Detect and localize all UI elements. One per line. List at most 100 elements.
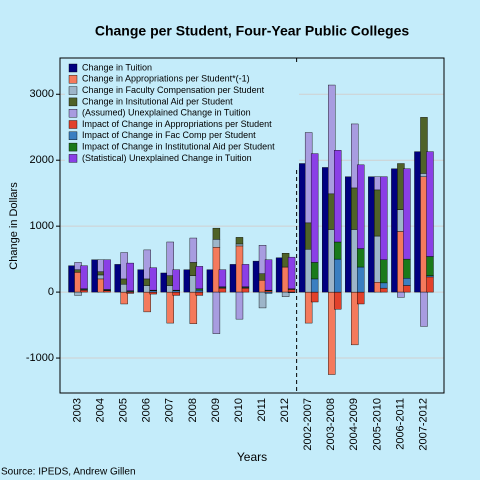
bar-segment bbox=[403, 278, 411, 286]
source-note: Source: IPEDS, Andrew Gillen bbox=[1, 467, 136, 478]
x-tick-label: 2002-2007 bbox=[302, 398, 314, 451]
bar-segment bbox=[380, 287, 388, 293]
x-tick-label: 2007 bbox=[164, 398, 176, 422]
legend-label: Impact of Change in Institutional Aid pe… bbox=[82, 141, 275, 151]
bar-segment bbox=[310, 291, 319, 303]
bar-segment bbox=[403, 168, 411, 260]
bar-segment bbox=[357, 248, 365, 268]
legend-swatch bbox=[68, 131, 78, 141]
bar-segment bbox=[281, 291, 290, 297]
legend-swatch bbox=[68, 97, 78, 107]
bar-segment bbox=[334, 150, 342, 243]
bar-segment bbox=[310, 153, 319, 263]
bar-segment bbox=[426, 256, 434, 276]
x-tick-label: 2004-2009 bbox=[348, 398, 360, 451]
y-tick-label: -1000 bbox=[26, 352, 54, 364]
legend-swatch bbox=[68, 142, 78, 152]
bar-segment bbox=[195, 291, 204, 296]
bar-segment bbox=[143, 291, 151, 313]
x-tick-label: 2009 bbox=[210, 398, 222, 422]
bar-segment bbox=[241, 287, 250, 293]
legend-label: Change in Faculty Compensation per Stude… bbox=[82, 85, 265, 95]
bar-segment bbox=[172, 291, 180, 296]
legend-box bbox=[65, 62, 299, 168]
bar-segment bbox=[287, 289, 296, 293]
legend-label: Change in Insitutional Aid per Student bbox=[82, 96, 233, 106]
x-tick-label: 2010 bbox=[233, 398, 245, 422]
bar-segment bbox=[310, 262, 319, 280]
bar-segment bbox=[195, 266, 204, 290]
bar-segment bbox=[334, 241, 342, 260]
bar-segment bbox=[212, 239, 221, 248]
bar-segment bbox=[334, 258, 342, 293]
bar-segment bbox=[334, 291, 342, 310]
bar-segment bbox=[218, 269, 227, 288]
bar-segment bbox=[235, 291, 244, 320]
chart-title: Change per Student, Four-Year Public Col… bbox=[95, 23, 409, 39]
x-tick-label: 2004 bbox=[95, 398, 107, 422]
legend-label: Impact of Change in Appropriations per S… bbox=[82, 119, 272, 129]
bar-segment bbox=[103, 259, 111, 290]
plot-frame bbox=[59, 57, 445, 394]
legend-swatch bbox=[68, 120, 78, 129]
bar-segment bbox=[218, 287, 227, 293]
bar-segment bbox=[380, 259, 388, 284]
bar-segment bbox=[149, 267, 157, 291]
bar-segment bbox=[310, 278, 319, 293]
bar-segment bbox=[172, 269, 180, 291]
x-tick-label: 2006 bbox=[141, 398, 153, 422]
legend-swatch bbox=[68, 154, 78, 163]
legend-label: Impact of Change in Fac Comp per Student bbox=[82, 130, 256, 140]
bar-segment bbox=[166, 291, 174, 324]
bar-segment bbox=[380, 176, 388, 260]
bar-segment bbox=[126, 262, 134, 291]
x-tick-label: 2005 bbox=[118, 398, 130, 422]
bar-segment bbox=[241, 264, 250, 288]
bar-segment bbox=[287, 291, 296, 293]
legend-swatch bbox=[68, 63, 78, 73]
bar-segment bbox=[143, 249, 151, 280]
bar-segment bbox=[212, 291, 221, 334]
bar-segment bbox=[403, 285, 411, 293]
x-tick-label: 2007-2012 bbox=[417, 398, 429, 451]
bar-segment bbox=[195, 289, 204, 293]
legend-label: (Statistical) Unexplained Change in Tuit… bbox=[82, 153, 252, 163]
bar-segment bbox=[258, 245, 267, 274]
bar-segment bbox=[212, 227, 221, 240]
bar-segment bbox=[357, 266, 365, 293]
y-tick-label: 0 bbox=[48, 286, 54, 298]
y-tick-label: 1000 bbox=[30, 220, 54, 232]
bar-segment bbox=[80, 265, 88, 290]
bar-segment bbox=[264, 259, 273, 291]
bar-segment bbox=[80, 289, 88, 293]
bar-segment bbox=[357, 291, 365, 305]
y-axis-label: Change in Dollars bbox=[8, 182, 20, 270]
y-tick-label: 2000 bbox=[30, 154, 54, 166]
bar-segment bbox=[287, 256, 296, 290]
legend-swatch bbox=[68, 108, 78, 118]
bar-segment bbox=[166, 241, 174, 276]
bar-segment bbox=[235, 243, 244, 247]
bar-segment bbox=[403, 258, 411, 279]
bar-segment bbox=[235, 237, 244, 245]
legend-swatch bbox=[68, 75, 78, 84]
bar-segment bbox=[258, 291, 267, 309]
bar-segment bbox=[426, 276, 434, 293]
x-tick-label: 2008 bbox=[187, 398, 199, 422]
bar-segment bbox=[120, 291, 128, 305]
bar-segment bbox=[189, 291, 198, 324]
legend-label: Change in Tuition bbox=[82, 62, 152, 72]
x-tick-label: 2011 bbox=[256, 398, 268, 422]
y-tick-label: 3000 bbox=[30, 88, 54, 100]
legend-swatch bbox=[68, 86, 78, 95]
x-axis-label: Years bbox=[237, 450, 267, 464]
bar-segment bbox=[420, 117, 428, 174]
bar-segment bbox=[74, 291, 82, 296]
x-tick-label: 2006-2011 bbox=[394, 398, 406, 450]
bar-segment bbox=[149, 291, 157, 295]
legend-label: Change in Appropriations per Student*(-1… bbox=[82, 74, 250, 84]
x-tick-label: 2003-2008 bbox=[325, 398, 337, 451]
bar-segment bbox=[189, 237, 198, 263]
x-tick-label: 2003 bbox=[71, 398, 83, 422]
